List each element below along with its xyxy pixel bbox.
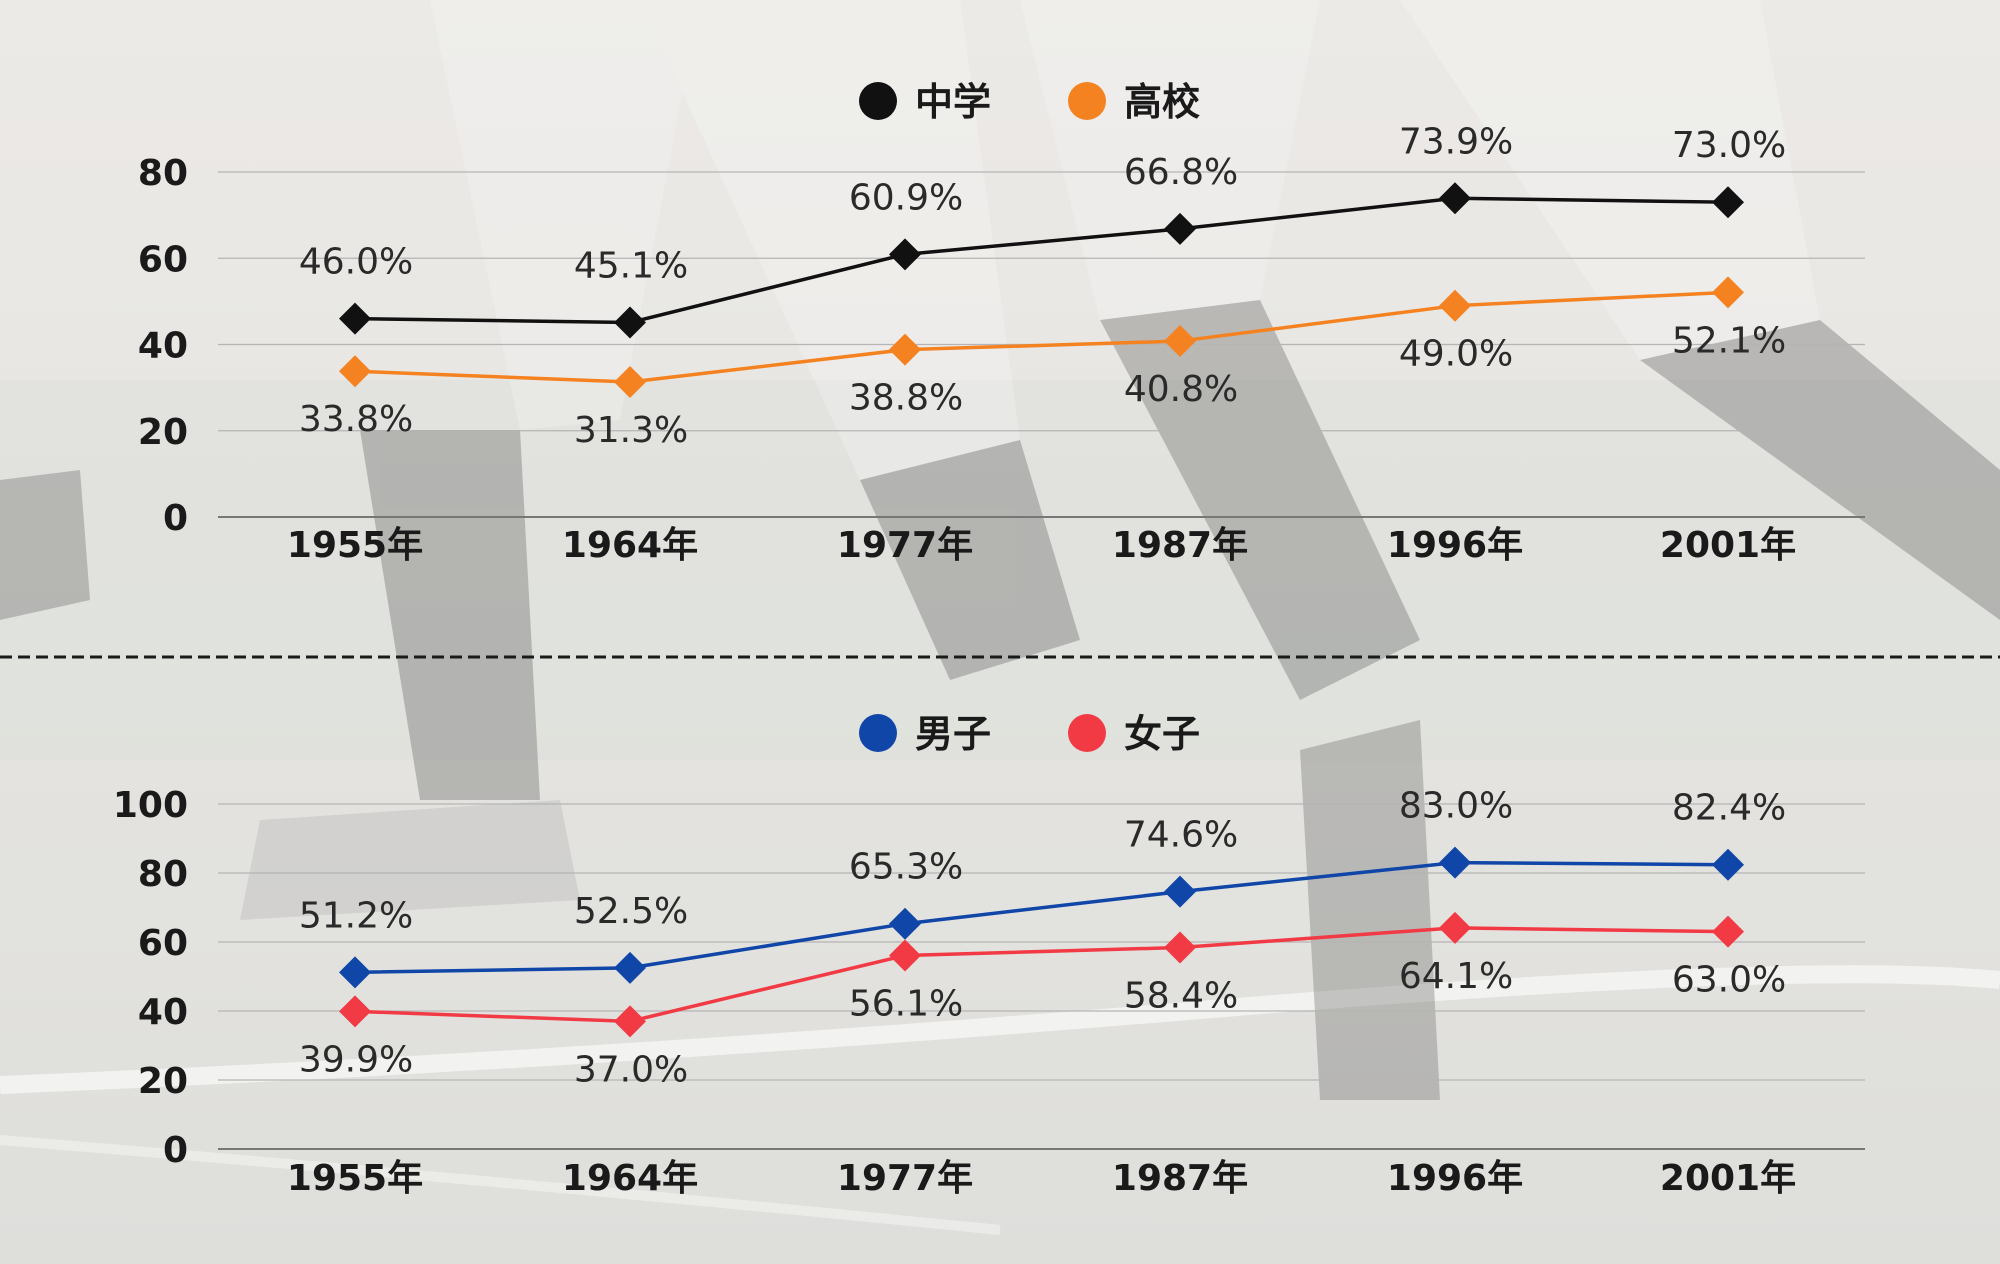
legend-label: 女子 <box>1124 712 1200 756</box>
data-point <box>614 1005 646 1038</box>
legend-marker <box>859 714 897 752</box>
data-label: 83.0% <box>1399 786 1513 827</box>
y-tick-label: 40 <box>138 326 188 367</box>
data-label: 51.2% <box>299 895 413 936</box>
y-tick-label: 0 <box>163 498 188 539</box>
data-point <box>339 956 371 989</box>
series-line <box>354 860 1729 975</box>
y-tick-label: 100 <box>113 785 188 826</box>
x-tick-label: 2001年 <box>1660 1158 1796 1199</box>
x-tick-label: 1987年 <box>1112 1158 1248 1199</box>
data-point <box>1712 186 1744 219</box>
x-tick-label: 1955年 <box>287 525 423 566</box>
data-point <box>889 333 921 366</box>
y-tick-label: 80 <box>138 153 188 194</box>
y-tick-label: 40 <box>138 992 188 1033</box>
data-point <box>1164 212 1196 245</box>
data-label: 33.8% <box>299 399 413 440</box>
data-point <box>1712 848 1744 881</box>
x-tick-label: 1996年 <box>1387 525 1523 566</box>
data-point <box>614 951 646 984</box>
data-label: 58.4% <box>1124 976 1238 1017</box>
data-label: 82.4% <box>1672 788 1786 829</box>
data-point <box>1164 875 1196 908</box>
data-point <box>1439 911 1471 944</box>
data-point <box>1712 276 1744 309</box>
series-line <box>354 926 1729 1024</box>
series-line <box>354 196 1729 325</box>
legend-label: 中学 <box>915 80 991 124</box>
data-label: 37.0% <box>574 1049 688 1090</box>
data-label: 63.0% <box>1672 960 1786 1001</box>
chart-students-school-level: 0 20 40 60 80 1955年 1964年 1977年 1987年 1996年 2001年 中… <box>138 80 1865 566</box>
data-label: 38.8% <box>849 378 963 419</box>
data-label: 56.1% <box>849 983 963 1024</box>
data-point <box>1439 846 1471 879</box>
x-tick-label: 1955年 <box>287 1158 423 1199</box>
data-point <box>339 995 371 1028</box>
x-tick-label: 1964年 <box>562 1158 698 1199</box>
data-label: 40.8% <box>1124 369 1238 410</box>
data-point <box>889 939 921 972</box>
x-tick-label: 1996年 <box>1387 1158 1523 1199</box>
data-label: 65.3% <box>849 847 963 888</box>
data-point <box>889 238 921 271</box>
y-tick-label: 60 <box>138 239 188 280</box>
y-tick-label: 20 <box>138 1061 188 1102</box>
data-label: 39.9% <box>299 1039 413 1080</box>
data-label: 74.6% <box>1124 815 1238 856</box>
data-label: 66.8% <box>1124 152 1238 193</box>
data-label: 46.0% <box>299 242 413 283</box>
y-tick-label: 20 <box>138 412 188 453</box>
legend-marker <box>859 82 897 120</box>
legend-marker <box>1068 714 1106 752</box>
legend-label: 男子 <box>915 712 991 756</box>
data-point <box>614 366 646 399</box>
data-label: 73.0% <box>1672 125 1786 166</box>
data-point <box>339 302 371 335</box>
y-tick-label: 80 <box>138 854 188 895</box>
data-label: 52.5% <box>574 891 688 932</box>
data-point <box>1439 289 1471 322</box>
chart-students-gender: 0 20 40 60 80 100 1955年 1964年 1977年 1987年 1996年 200… <box>113 712 1865 1199</box>
data-point <box>1164 931 1196 964</box>
legend-marker <box>1068 82 1106 120</box>
data-point <box>339 355 371 388</box>
x-tick-label: 2001年 <box>1660 525 1796 566</box>
data-label: 52.1% <box>1672 320 1786 361</box>
x-tick-label: 1977年 <box>837 1158 973 1199</box>
y-tick-label: 60 <box>138 923 188 964</box>
legend-label: 高校 <box>1124 80 1200 124</box>
data-label: 49.0% <box>1399 334 1513 375</box>
data-point <box>1439 182 1471 215</box>
data-label: 31.3% <box>574 410 688 451</box>
x-tick-label: 1977年 <box>837 525 973 566</box>
data-label: 60.9% <box>849 177 963 218</box>
data-label: 45.1% <box>574 246 688 287</box>
series-line <box>354 290 1729 384</box>
x-tick-label: 1987年 <box>1112 525 1248 566</box>
data-point <box>614 306 646 339</box>
data-point <box>1712 915 1744 948</box>
data-label: 73.9% <box>1399 121 1513 162</box>
data-point <box>889 907 921 940</box>
data-point <box>1164 325 1196 358</box>
x-tick-label: 1964年 <box>562 525 698 566</box>
data-label: 64.1% <box>1399 956 1513 997</box>
y-tick-label: 0 <box>163 1130 188 1171</box>
